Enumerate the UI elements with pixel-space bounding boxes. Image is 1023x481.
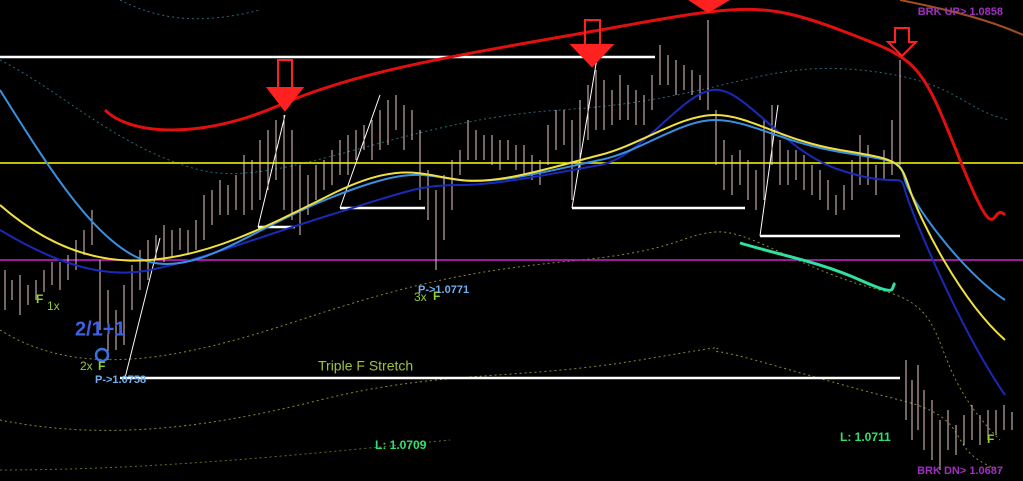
- pivot-label: P->1.0771: [418, 284, 469, 296]
- stretch-lines: [124, 39, 779, 379]
- low-label: L: 1.0709: [375, 438, 427, 452]
- arrows: [265, 0, 919, 112]
- envelopes: [0, 0, 1011, 471]
- break-up-label: BRK UP> 1.0858: [918, 6, 1003, 18]
- low-label: L: 1.0711: [840, 430, 891, 444]
- f-label: F: [433, 289, 440, 303]
- arrow-head: [265, 87, 305, 112]
- mid-envelope: [0, 231, 1001, 441]
- stretch-line: [339, 94, 381, 209]
- top-envelope: [119, 0, 261, 20]
- count-label: 2/1+1: [75, 318, 126, 340]
- stretch-line: [759, 104, 779, 237]
- orange-line: [899, 0, 1023, 36]
- f-label: F: [98, 359, 105, 373]
- stretch-line: [571, 39, 601, 209]
- count-x-label: 1x: [47, 299, 60, 313]
- recovery-line: [739, 241, 897, 292]
- count-x-label: 3x: [414, 290, 427, 304]
- count-x-label: 2x: [80, 359, 93, 373]
- fast-ma: [0, 113, 1006, 341]
- stretch-label: Triple F Stretch: [318, 358, 413, 374]
- stretch-line: [124, 237, 161, 379]
- lower-envelope: [0, 347, 1001, 471]
- pivot-label: P->1.0758: [95, 374, 146, 386]
- break-down-label: BRK DN> 1.0687: [917, 465, 1003, 477]
- down-arrow: [885, 27, 919, 58]
- marker-circle: [94, 347, 110, 363]
- slow-ma: [0, 88, 1006, 396]
- stretch-line: [257, 114, 286, 228]
- down-arrow: [688, 0, 730, 14]
- arrow-head: [569, 44, 615, 68]
- f-label: F: [36, 292, 43, 306]
- bottom-envelope: [0, 439, 451, 471]
- f-label: F: [987, 432, 994, 446]
- pivot-lines: [0, 55, 900, 380]
